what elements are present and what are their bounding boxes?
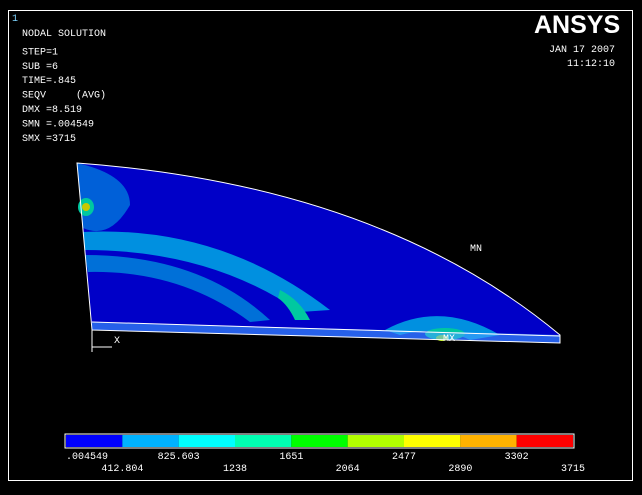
min-label: MN (470, 244, 482, 255)
window-number: 1 (12, 14, 18, 25)
legend-label: 2477 (392, 452, 416, 463)
legend-swatch (404, 435, 461, 447)
info-line: DMX =8.519 (22, 105, 82, 116)
legend-label: 1651 (279, 452, 303, 463)
logo: ANSYS (534, 11, 620, 39)
frame (8, 10, 633, 481)
legend-swatch (460, 435, 517, 447)
contour (85, 255, 270, 322)
info-line: SUB =6 (22, 62, 58, 73)
legend-swatch (178, 435, 235, 447)
legend-label: 412.804 (101, 464, 143, 475)
info-line: SEQV (AVG) (22, 90, 106, 102)
legend-swatch (235, 435, 292, 447)
info-block: NODAL SOLUTION STEP=1 SUB =6 TIME=.845 SEQV … (22, 29, 106, 145)
model: X MN MX (76, 162, 561, 352)
info-line: STEP=1 (22, 47, 58, 58)
legend-label: 3302 (505, 452, 529, 463)
info-line: SMX =3715 (22, 134, 76, 145)
max-label: MX (443, 334, 455, 345)
contour (92, 322, 560, 343)
contour (83, 231, 330, 312)
time: 11:12:10 (567, 59, 615, 70)
model-face (77, 163, 560, 343)
contour (278, 290, 310, 320)
model-edge (91, 321, 561, 337)
legend-label: 2064 (336, 464, 360, 475)
info-line: SMN =.004549 (22, 119, 94, 130)
legend-label: .004549 (66, 452, 108, 463)
legend-swatch (122, 435, 179, 447)
model-outline (76, 162, 561, 344)
legend-swatch (516, 435, 573, 447)
legend-swatch (291, 435, 348, 447)
legend-swatch (347, 435, 404, 447)
info-line: TIME=.845 (22, 76, 76, 87)
legend-frame (64, 433, 575, 449)
date: JAN 17 2007 (549, 45, 615, 56)
info-line: NODAL SOLUTION (22, 29, 106, 40)
contour (82, 203, 90, 211)
legend-label: 1238 (223, 464, 247, 475)
legend-label: 2890 (448, 464, 472, 475)
triad-label: X (114, 336, 120, 347)
legend-label: 825.603 (158, 452, 200, 463)
legend-label: 3715 (561, 464, 585, 475)
legend-swatch (66, 435, 123, 447)
